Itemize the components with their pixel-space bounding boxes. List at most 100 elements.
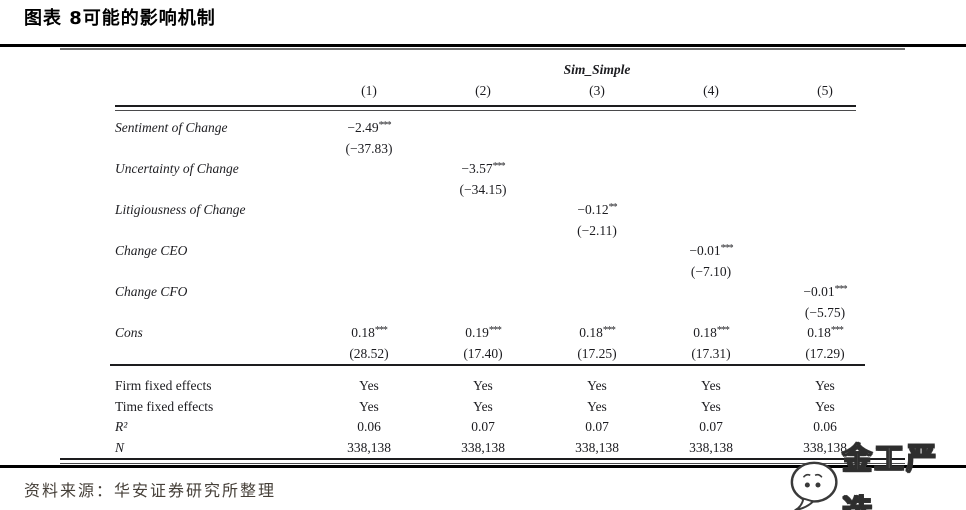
stat-cell: Yes: [815, 378, 835, 393]
significance-stars: **: [608, 202, 618, 213]
tstat-cell: (−7.10): [690, 263, 732, 279]
tstat-row: (−7.10): [60, 262, 905, 283]
chat-bubble-icon: [790, 461, 838, 510]
tstat-cell: (17.31): [691, 345, 731, 361]
coef-cell: [426, 118, 540, 139]
stat-cell: 338,138: [461, 439, 505, 455]
coef-cell: 0.18***: [693, 325, 730, 340]
stat-cell: Yes: [473, 398, 493, 414]
stat-cell: 338,138: [689, 439, 733, 455]
coef-cell: [768, 200, 882, 221]
empty-label-cell: [60, 303, 312, 324]
tstat-cell: [312, 262, 426, 283]
table-col-headers-row: (1) (2) (3) (4) (5): [60, 81, 905, 101]
coef-cell: [768, 159, 882, 180]
col-header: (5): [817, 83, 833, 98]
tstat-row: (−37.83): [60, 139, 905, 160]
watermark: 金工严选: [788, 434, 966, 510]
row-label: Time fixed effects: [115, 398, 214, 414]
stat-cell: Yes: [587, 398, 607, 414]
stat-cell: Yes: [701, 378, 721, 393]
bottom-divider: [0, 465, 966, 468]
coefficients-section: Sentiment of Change −2.49*** (−37.83) Uncer…: [60, 118, 905, 364]
significance-stars: ***: [602, 325, 616, 336]
regression-table: Sim_Simple (1) (2) (3) (4) (5) Sentiment of …: [60, 48, 905, 464]
significance-stars: ***: [378, 120, 392, 131]
significance-stars: ***: [374, 325, 388, 336]
coef-cell: [768, 118, 882, 139]
stat-cell: 338,138: [575, 439, 619, 455]
coef-cell: [312, 159, 426, 180]
tstat-cell: [654, 303, 768, 324]
coef-cell: [426, 200, 540, 221]
stat-cell: 0.06: [813, 419, 837, 434]
tstat-cell: [312, 303, 426, 324]
row-label: Sentiment of Change: [115, 120, 228, 135]
empty-label-cell: [60, 344, 312, 365]
row-label: Uncertainty of Change: [115, 161, 239, 176]
coef-cell: [312, 200, 426, 221]
empty-label-cell: [60, 81, 312, 101]
coef-row: Litigiousness of Change −0.12**: [60, 200, 905, 221]
coef-cell: [312, 282, 426, 303]
row-label: Cons: [115, 325, 143, 340]
figure-title: 图表 8可能的影响机制: [24, 8, 216, 29]
stat-cell: 0.07: [585, 419, 609, 434]
tstat-cell: [312, 221, 426, 242]
coef-cell: 0.19***: [465, 325, 502, 340]
tstat-cell: [312, 180, 426, 201]
col-header: (2): [475, 83, 491, 98]
coef-cell: [426, 241, 540, 262]
tstat-cell: [540, 139, 654, 160]
tstat-cell: [540, 303, 654, 324]
stat-cell: Yes: [473, 378, 493, 393]
coef-row: Cons 0.18*** 0.19*** 0.18*** 0.18*** 0.18***: [60, 323, 905, 344]
coef-cell: [540, 159, 654, 180]
tstat-cell: (17.25): [577, 345, 617, 361]
coef-cell: 0.18***: [351, 325, 388, 340]
tstat-cell: (−37.83): [345, 140, 393, 156]
tstat-cell: [768, 262, 882, 283]
tstat-cell: [654, 180, 768, 201]
tstat-cell: [540, 180, 654, 201]
significance-stars: ***: [716, 325, 730, 336]
stat-cell: Yes: [359, 398, 379, 414]
stats-section: Firm fixed effects Yes Yes Yes Yes Yes Time fi…: [60, 376, 905, 458]
coef-cell: [312, 241, 426, 262]
row-label: N: [115, 439, 125, 455]
tstat-cell: (28.52): [349, 345, 389, 361]
significance-stars: ***: [834, 284, 848, 295]
col-header: (1): [361, 83, 377, 98]
tstat-cell: [654, 139, 768, 160]
tstat-cell: [768, 139, 882, 160]
empty-label-cell: [60, 61, 312, 79]
significance-stars: ***: [488, 325, 502, 336]
header-double-rule: [115, 105, 856, 111]
stat-cell: 338,138: [803, 439, 847, 455]
coef-row: Change CFO −0.01***: [60, 282, 905, 303]
tstat-cell: [768, 180, 882, 201]
tstat-cell: [426, 221, 540, 242]
tstat-cell: (−34.15): [459, 181, 507, 197]
tstat-cell: [540, 262, 654, 283]
coef-cell: [654, 282, 768, 303]
coef-cell: 0.18***: [579, 325, 616, 340]
tstat-cell: [654, 221, 768, 242]
stat-cell: 0.07: [471, 419, 495, 434]
stat-cell: Yes: [359, 378, 379, 393]
empty-label-cell: [60, 139, 312, 160]
stat-cell: Yes: [701, 398, 721, 414]
significance-stars: ***: [720, 243, 734, 254]
tstat-cell: [426, 303, 540, 324]
tstat-row: (28.52) (17.40) (17.25) (17.31) (17.29): [60, 344, 905, 365]
significance-stars: ***: [830, 325, 844, 336]
coef-cell: [540, 118, 654, 139]
significance-stars: ***: [492, 161, 506, 172]
row-label: Change CFO: [115, 284, 188, 299]
stat-cell: 0.06: [357, 419, 381, 434]
stats-row: N 338,138 338,138 338,138 338,138 338,138: [60, 438, 905, 459]
coef-cell: −3.57***: [461, 161, 506, 176]
col-header: (4): [703, 83, 719, 98]
title-divider: [0, 44, 966, 47]
tstat-cell: [768, 221, 882, 242]
